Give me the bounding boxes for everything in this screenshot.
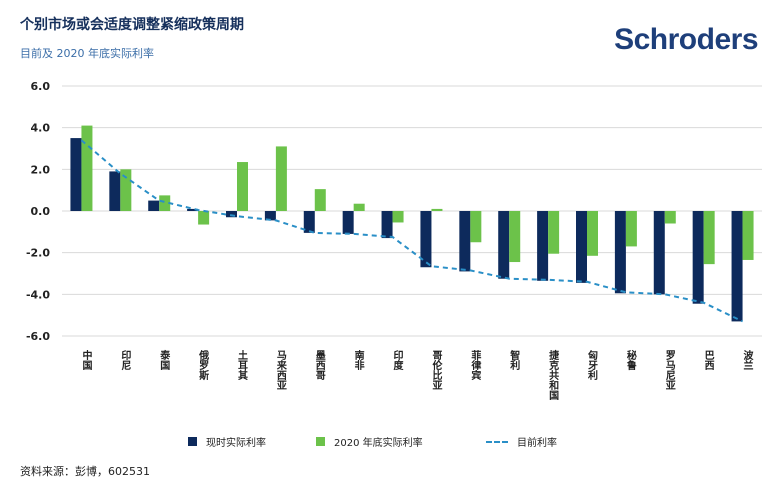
bar-current bbox=[148, 200, 160, 211]
source-note: 资料来源：彭博，602531 bbox=[20, 465, 150, 478]
x-tick-label: 印尼 bbox=[119, 350, 131, 371]
bar-current bbox=[70, 138, 82, 211]
bar-yearend bbox=[548, 211, 560, 254]
bar-yearend bbox=[742, 211, 754, 260]
bar-current bbox=[109, 171, 121, 211]
bar-yearend bbox=[314, 189, 326, 211]
bar-yearend bbox=[625, 211, 637, 247]
bar-current bbox=[303, 211, 315, 233]
bar-yearend bbox=[159, 195, 171, 211]
x-tick-label: 南非 bbox=[352, 349, 364, 371]
y-tick-label: 4.0 bbox=[31, 122, 51, 135]
y-tick-label: -6.0 bbox=[26, 330, 50, 343]
x-tick-label: 马来西亚 bbox=[274, 350, 287, 390]
bar-yearend bbox=[120, 169, 132, 211]
bar-yearend bbox=[198, 211, 210, 225]
bar-yearend bbox=[431, 208, 443, 211]
chart-title: 个别市场或会适度调整紧缩政策周期 bbox=[20, 17, 244, 33]
bar-current bbox=[692, 211, 704, 304]
bar-yearend bbox=[392, 211, 404, 223]
x-tick-label: 墨西哥 bbox=[313, 350, 325, 381]
x-tick-label: 印度 bbox=[391, 350, 403, 371]
x-tick-label: 秘鲁 bbox=[624, 349, 637, 371]
x-tick-label: 哥伦比亚 bbox=[430, 350, 442, 390]
bar-yearend bbox=[664, 211, 676, 224]
brand-logo: Schroders bbox=[614, 23, 758, 56]
legend-item-nominal: 目前利率 bbox=[486, 434, 557, 449]
bar-current bbox=[187, 208, 199, 211]
bar-current bbox=[614, 211, 626, 294]
bar-yearend bbox=[470, 211, 482, 243]
x-tick-label: 匈牙利 bbox=[586, 349, 598, 381]
bar-current bbox=[731, 211, 743, 322]
bar-current bbox=[653, 211, 665, 295]
x-tick-label: 罗马尼亚 bbox=[663, 350, 675, 390]
bar-yearend bbox=[587, 211, 598, 256]
chart-subtitle: 目前及 2020 年底实际利率 bbox=[20, 47, 154, 60]
y-tick-label: -4.0 bbox=[26, 288, 50, 301]
y-tick-label: 6.0 bbox=[31, 80, 51, 93]
x-tick-label: 巴西 bbox=[702, 350, 714, 371]
x-tick-label: 土耳其 bbox=[236, 349, 248, 381]
bar-current bbox=[381, 211, 393, 239]
y-tick-label: 2.0 bbox=[31, 163, 51, 176]
bar-current bbox=[226, 211, 237, 218]
x-tick-label: 俄罗斯 bbox=[197, 349, 210, 381]
x-tick-label: 智利 bbox=[508, 349, 520, 371]
legend-label-nominal: 目前利率 bbox=[517, 438, 557, 449]
bar-yearend bbox=[237, 162, 248, 211]
legend-line-nominal bbox=[486, 440, 508, 443]
bar-current bbox=[342, 211, 354, 234]
bar-yearend bbox=[509, 211, 521, 263]
bar-current bbox=[537, 211, 549, 281]
bar-yearend bbox=[81, 125, 93, 211]
bar-yearend bbox=[275, 146, 287, 211]
line-nominal bbox=[80, 139, 744, 323]
x-tick-label: 波兰 bbox=[741, 349, 753, 370]
bar-current bbox=[264, 211, 276, 221]
bar-current bbox=[420, 211, 432, 268]
legend-swatch-current bbox=[188, 437, 197, 446]
bar-current bbox=[498, 211, 510, 279]
legend-label-yearend: 2020 年底实际利率 bbox=[334, 438, 423, 449]
bar-current bbox=[576, 211, 587, 283]
y-tick-label: -2.0 bbox=[26, 247, 50, 260]
x-tick-label: 中国 bbox=[80, 349, 92, 371]
bar-yearend bbox=[353, 203, 365, 211]
bar-current bbox=[459, 211, 471, 272]
y-tick-label: 0.0 bbox=[31, 205, 51, 218]
bar-yearend bbox=[703, 211, 715, 265]
legend-swatch-yearend bbox=[316, 437, 325, 446]
legend-label-current: 现时实际利率 bbox=[206, 438, 266, 449]
x-tick-label: 泰国 bbox=[158, 349, 171, 371]
x-tick-label: 菲律宾 bbox=[469, 349, 481, 381]
legend-item-current: 现时实际利率 bbox=[188, 434, 266, 449]
legend-item-yearend: 2020 年底实际利率 bbox=[316, 434, 423, 449]
x-tick-label: 捷克共和国 bbox=[547, 349, 560, 401]
